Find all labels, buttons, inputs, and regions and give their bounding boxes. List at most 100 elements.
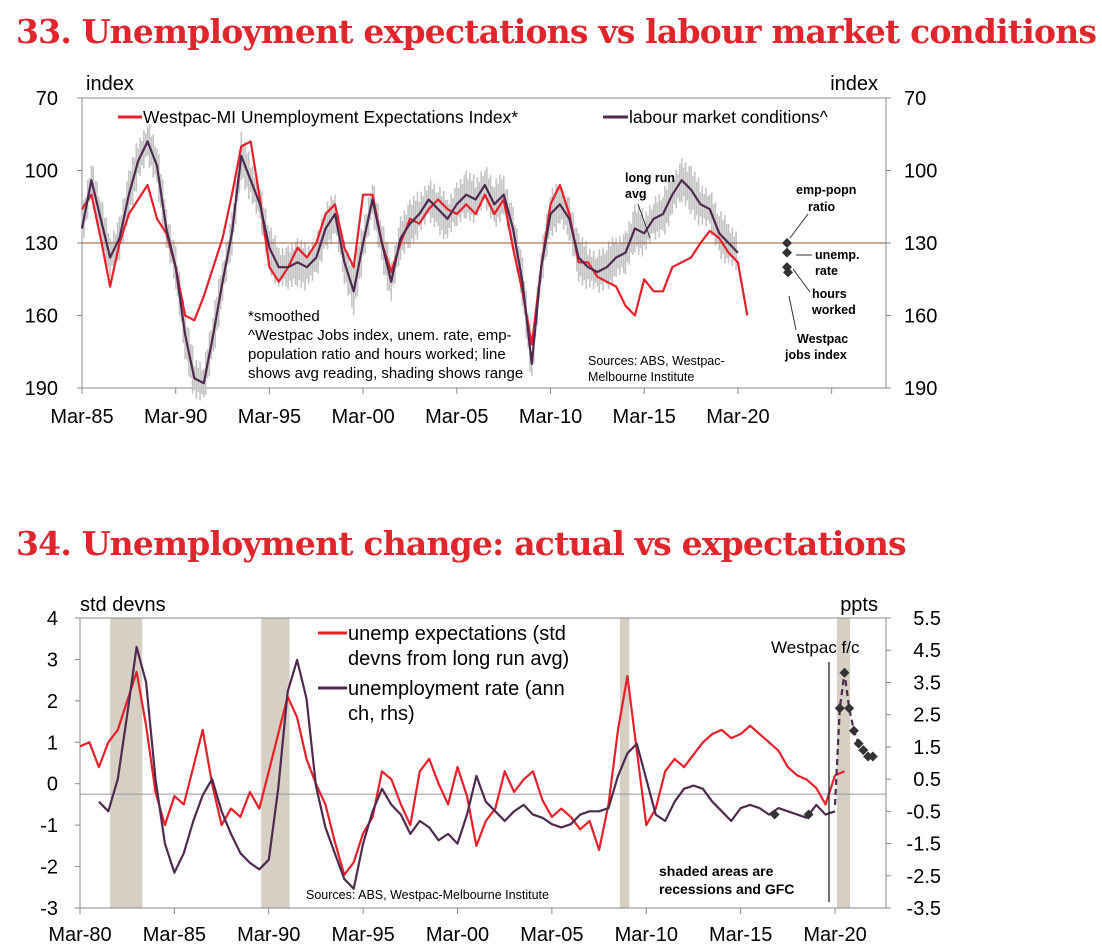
marker-label-emp-popn-2: ratio xyxy=(808,200,835,214)
y-tick-label-right: 3.5 xyxy=(913,672,941,694)
x-tick-label: Mar-05 xyxy=(425,406,488,428)
westpac-forecast-line xyxy=(833,671,873,805)
chart-33: Mar-85 Mar-90 Mar-95 Mar-00 Mar-05 Mar-10 Mar-… xyxy=(25,73,938,428)
x-axis-ticks: Mar-85 Mar-90 Mar-95 Mar-00 Mar-05 Mar-10 Mar-… xyxy=(50,388,833,428)
note-line-3: population ratio and hours worked; line xyxy=(248,346,506,363)
x-tick-label: Mar-10 xyxy=(615,924,678,946)
forecast-diamond xyxy=(863,751,874,762)
y-tick-label-right: 1.5 xyxy=(913,737,941,759)
y-tick-label-left: 130 xyxy=(25,233,58,255)
x-tick-label: Mar-20 xyxy=(803,924,866,946)
y-tick-label-left: 190 xyxy=(25,378,58,400)
sources-line-2: Melbourne Institute xyxy=(588,370,694,384)
forecast-diamond xyxy=(839,667,850,678)
recession-band xyxy=(110,618,143,908)
forecast-diamond xyxy=(844,703,855,714)
chart-33-series xyxy=(80,140,749,385)
recent-diamond xyxy=(769,809,780,820)
recession-band xyxy=(261,618,290,908)
legend-unemployment-line-2: ch, rhs) xyxy=(348,703,415,725)
x-tick-label: Mar-00 xyxy=(331,406,394,428)
y-tick-label-right: 4.5 xyxy=(913,640,941,662)
y-tick-label-left: 70 xyxy=(36,88,58,110)
westpac-fc-label: Westpac f/c xyxy=(771,638,860,657)
marker-pointer-hours xyxy=(792,268,811,293)
legend-unemployment-line-1: unemployment rate (ann xyxy=(348,678,565,700)
y-tick-label-right: 130 xyxy=(904,233,937,255)
y-tick-label-right: -0.5 xyxy=(907,801,941,823)
y-tick-label-right: -3.5 xyxy=(907,898,941,920)
legend-expectations-label: Westpac-MI Unemployment Expectations Ind… xyxy=(143,107,518,127)
marker-label-hours-2: worked xyxy=(811,303,856,317)
y-tick-label-right: 5.5 xyxy=(913,608,941,630)
marker-label-unemp-2: rate xyxy=(815,264,838,278)
y-tick-label-right: 100 xyxy=(904,161,937,183)
chart-34-series xyxy=(79,645,878,890)
y-tick-label-left: 2 xyxy=(47,691,58,713)
x-tick-label: Mar-20 xyxy=(706,406,769,428)
legend-expectations-line-1: unemp expectations (std xyxy=(348,623,566,645)
y-axis-ticks-2: 4 3 2 1 0 -1 -2 -3 5.5 4.5 3.5 2.5 1.5 0.5 -0.5 -1.5 -2.… xyxy=(40,608,941,920)
chart-33-title: 33. Unemployment expectations vs labour … xyxy=(16,12,1097,51)
plot-frame-2 xyxy=(79,617,887,909)
unemployment-rate-line xyxy=(98,645,836,890)
y-tick-label-left: 3 xyxy=(47,649,58,671)
marker-pointer-westpac xyxy=(788,295,797,331)
forecast-diamond xyxy=(858,745,869,756)
x-tick-label: Mar-95 xyxy=(331,924,394,946)
x-tick-label: Mar-85 xyxy=(143,924,206,946)
y-tick-label-right: 0.5 xyxy=(913,769,941,791)
marker-label-westpac: Westpac xyxy=(797,332,848,346)
x-tick-label: Mar-85 xyxy=(50,406,113,428)
marker-label-hours: hours xyxy=(812,287,847,301)
note-line-4: shows avg reading, shading shows range xyxy=(248,365,523,382)
labour-market-conditions-line xyxy=(80,140,739,385)
chart-33-markers xyxy=(782,238,793,278)
y-tick-label-left: 100 xyxy=(25,161,58,183)
y-tick-label-left: -3 xyxy=(40,898,58,920)
y-tick-label-right: 70 xyxy=(904,88,926,110)
forecast-diamond xyxy=(853,738,864,749)
x-tick-label: Mar-90 xyxy=(144,406,207,428)
x-tick-label: Mar-90 xyxy=(237,924,300,946)
y-tick-label-left: -1 xyxy=(40,815,58,837)
y-tick-label-left: 1 xyxy=(47,732,58,754)
marker-diamond xyxy=(783,267,793,278)
y-axis-left-label: index xyxy=(86,73,134,95)
y-tick-label-right: -2.5 xyxy=(907,866,941,888)
expectations-std-dev-line xyxy=(79,670,845,876)
y-axis-ticks: 70 70 100 100 130 130 160 160 190 190 xyxy=(25,88,938,400)
y-tick-label-right: 190 xyxy=(904,378,937,400)
forecast-diamond xyxy=(834,703,845,714)
note-smoothed: *smoothed xyxy=(248,308,320,325)
chart-34-title: 34. Unemployment change: actual vs expec… xyxy=(16,524,907,563)
y-tick-label-left: 0 xyxy=(47,774,58,796)
y-tick-label-left: -2 xyxy=(40,857,58,879)
y-tick-label-right: 160 xyxy=(904,306,937,328)
y-axis-right-label-2: ppts xyxy=(840,594,878,616)
y-tick-label-right: -1.5 xyxy=(907,834,941,856)
long-run-avg-label-2: avg xyxy=(625,187,647,201)
recession-band xyxy=(836,618,851,908)
marker-label-emp-popn: emp-popn xyxy=(796,183,856,197)
recession-shading xyxy=(110,618,851,908)
x-tick-label: Mar-00 xyxy=(426,924,489,946)
recession-band xyxy=(619,618,630,908)
x-tick-label: Mar-80 xyxy=(48,924,111,946)
recent-diamond xyxy=(803,809,814,820)
marker-label-westpac-2: jobs index xyxy=(784,348,847,362)
sources-note-2: Sources: ABS, Westpac-Melbourne Institut… xyxy=(306,888,549,902)
legend-conditions-label: labour market conditions^ xyxy=(629,107,829,127)
marker-diamond xyxy=(782,238,792,248)
x-tick-label: Mar-15 xyxy=(613,406,676,428)
y-tick-label-right: 2.5 xyxy=(913,705,941,727)
shaded-areas-note-2: recessions and GFC xyxy=(659,881,794,897)
shaded-areas-note-1: shaded areas are xyxy=(659,863,774,879)
expectations-index-line xyxy=(81,140,749,346)
x-tick-label: Mar-15 xyxy=(709,924,772,946)
long-run-pointer xyxy=(637,203,651,239)
y-axis-right-label: index xyxy=(830,73,878,95)
sources-line-1: Sources: ABS, Westpac- xyxy=(588,354,725,368)
note-line-2: ^Westpac Jobs index, unem. rate, emp- xyxy=(248,327,512,344)
y-tick-label-left: 160 xyxy=(25,306,58,328)
